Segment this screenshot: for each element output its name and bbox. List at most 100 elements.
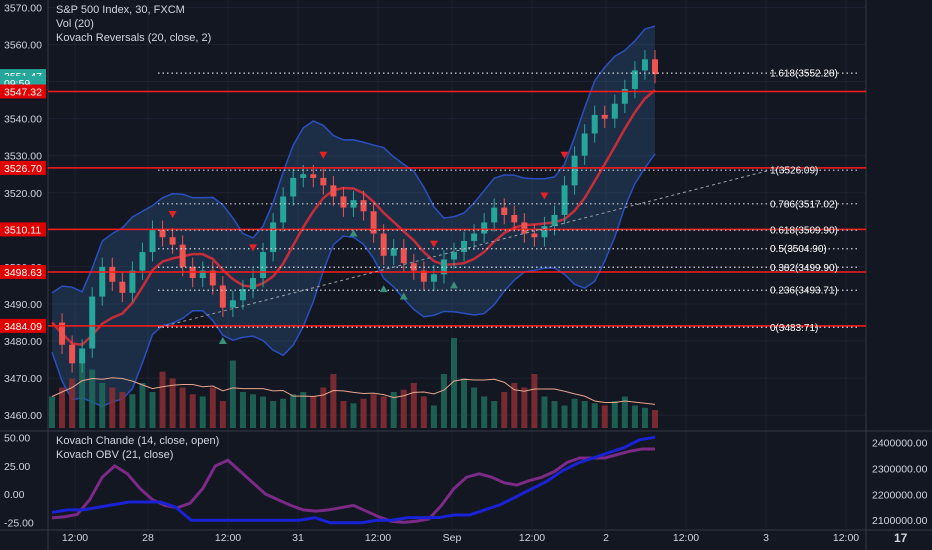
volume-bar	[209, 387, 216, 428]
candle-body	[551, 215, 558, 227]
time-axis-label: 3	[763, 532, 769, 544]
price-badge	[0, 160, 46, 175]
volume-bar	[531, 374, 538, 428]
candle-body	[99, 266, 106, 297]
candle-body	[511, 215, 518, 223]
volume-bar	[340, 401, 347, 428]
obv-axis-label: 2200000.00	[872, 489, 928, 501]
legend-obv: Kovach OBV (21, close)	[56, 449, 174, 461]
candle-body	[541, 226, 548, 238]
volume-bar	[149, 392, 156, 428]
volume-bar	[219, 401, 226, 428]
candle-body	[501, 207, 508, 215]
volume-bar	[440, 374, 447, 428]
price-axis-label: 3570.00	[4, 2, 42, 14]
volume-bar	[621, 396, 628, 428]
candle-body	[129, 270, 136, 293]
reversal-down-marker	[168, 211, 177, 218]
osc-axis-label: -25.00	[4, 517, 34, 529]
reversal-down-marker	[249, 244, 257, 252]
time-axis-label: 12:00	[673, 532, 699, 544]
volume-bar	[250, 394, 256, 428]
reversal-down-marker	[319, 151, 328, 159]
reversal-up-marker	[218, 337, 227, 345]
time-axis-label: 2	[603, 532, 609, 544]
obv-axis-label: 2100000.00	[872, 515, 928, 527]
candle-body	[290, 177, 297, 197]
volume-bar	[59, 387, 66, 428]
volume-bar	[310, 396, 317, 428]
price-axis-label: 3490.00	[4, 299, 42, 311]
candle-body	[370, 211, 377, 234]
candle-body	[59, 322, 66, 345]
volume-bar	[229, 360, 236, 428]
candle-body	[139, 252, 146, 271]
candle-body	[300, 174, 307, 178]
volume-bar	[280, 398, 287, 428]
fib-level-label: 1(3526.09)	[770, 166, 818, 177]
candle-body	[581, 133, 588, 156]
time-axis-label: 12:00	[62, 532, 88, 544]
candle-body	[79, 348, 86, 364]
volume-bar	[119, 392, 126, 428]
price-axis-label: 3560.00	[4, 39, 42, 51]
candle-body	[461, 240, 468, 253]
candle-body	[270, 222, 277, 253]
volume-bar	[290, 394, 297, 428]
candle-body	[119, 281, 126, 293]
candle-body	[491, 207, 498, 223]
candle-body	[350, 200, 357, 208]
candle-body	[631, 70, 638, 89]
volume-bar	[350, 403, 357, 428]
price-badge	[0, 84, 46, 99]
candle-body	[430, 274, 437, 282]
fib-level-label: 0.618(3509.90)	[770, 226, 838, 237]
candle-body	[109, 266, 116, 282]
candle-body	[410, 263, 417, 271]
candle-body	[621, 88, 628, 104]
candle-body	[169, 237, 176, 245]
fib-level-label: 0(3483.71)	[770, 323, 818, 334]
volume-bar	[601, 405, 608, 428]
volume-bar	[370, 394, 377, 428]
reversal-down-marker	[560, 151, 569, 159]
volume-bar	[641, 407, 648, 428]
price-axis-label: 3460.00	[4, 410, 42, 422]
volume-bar	[239, 392, 246, 428]
volume-bar	[300, 392, 307, 428]
time-axis-label: 12:00	[215, 532, 241, 544]
volume-bar	[652, 410, 658, 428]
candle-body	[481, 222, 488, 234]
tradingview-logo[interactable]: 17	[894, 531, 908, 545]
volume-bar	[581, 401, 588, 428]
price-badge-label: 3498.63	[4, 267, 42, 279]
volume-bar	[481, 396, 488, 428]
candle-body	[611, 103, 618, 119]
volume-bar	[139, 383, 146, 428]
candle-body	[601, 114, 608, 119]
candle-body	[571, 155, 578, 186]
volume-bar	[400, 389, 407, 428]
volume-bar	[511, 383, 518, 428]
price-badge	[0, 264, 46, 279]
volume-bar	[390, 392, 397, 428]
volume-bar	[49, 396, 55, 428]
volume-bar	[189, 394, 196, 428]
candle-body	[591, 114, 598, 134]
price-axis-label: 3520.00	[4, 188, 42, 200]
price-badge-label: 3484.09	[4, 321, 42, 333]
reversal-down-marker	[429, 240, 438, 248]
volume-bar	[451, 338, 457, 428]
price-axis-label: 3530.00	[4, 151, 42, 163]
bollinger-lower	[51, 153, 656, 408]
obv-line	[51, 435, 656, 525]
candle-body	[69, 344, 76, 364]
candle-body	[380, 233, 387, 256]
candle-body	[330, 185, 337, 197]
volume-bar	[471, 387, 478, 428]
candle-body	[340, 196, 347, 208]
volume-bar	[199, 396, 206, 428]
price-badge	[0, 222, 46, 237]
volume-bar	[99, 383, 106, 428]
